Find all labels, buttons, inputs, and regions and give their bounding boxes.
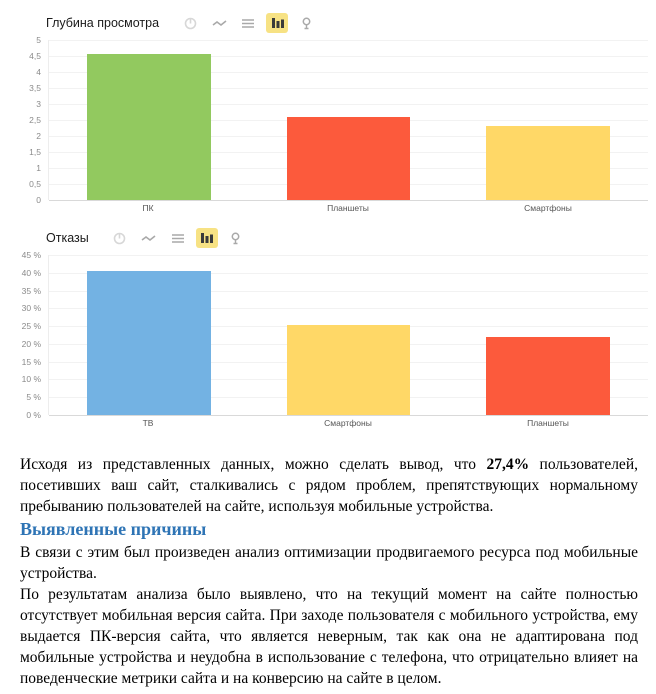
- bars-layer: [49, 255, 648, 415]
- chart-title: Глубина просмотра: [46, 16, 160, 30]
- y-tick-label: 0 %: [26, 410, 41, 420]
- chart-type-toolbar: [109, 228, 247, 248]
- reasons-paragraph-1: В связи с этим был произведен анализ опт…: [20, 543, 638, 582]
- bounce-rate-value: 27,4%: [486, 456, 530, 473]
- bar-Планшеты[interactable]: [486, 336, 611, 415]
- analysis-text: Исходя из представленных данных, можно с…: [20, 454, 638, 689]
- gridline: [49, 40, 648, 41]
- chart-block-view-depth: Глубина просмотра 5 4,5 4 3,: [14, 12, 648, 213]
- y-tick-label: 3: [36, 99, 41, 109]
- bar-Смартфоны[interactable]: [286, 324, 411, 415]
- x-axis-labels: ПК Планшеты Смартфоны: [48, 203, 648, 213]
- y-tick-label: 1: [36, 163, 41, 173]
- bar-column: [49, 255, 249, 415]
- bar-ПК[interactable]: [86, 54, 211, 200]
- x-axis-label: Планшеты: [527, 418, 569, 428]
- chart-title: Отказы: [46, 231, 89, 245]
- map-pin-icon[interactable]: [225, 228, 247, 248]
- y-tick-label: 4: [36, 67, 41, 77]
- y-axis: 45 % 40 % 35 % 30 % 25 % 20 % 15 % 10 % 5 % 0 %: [14, 250, 48, 420]
- map-pin-icon[interactable]: [295, 13, 317, 33]
- bar-column: [249, 40, 449, 200]
- y-tick-label: 35 %: [21, 285, 41, 296]
- y-tick-label: 15 %: [21, 356, 41, 367]
- chart-area: 5 4,5 4 3,5 3 2,5 2 1,5 1 0,5 0: [14, 35, 648, 205]
- x-axis-label: ПК: [142, 203, 154, 213]
- bar-chart-icon[interactable]: [266, 13, 289, 33]
- y-tick-label: 0,5: [29, 179, 41, 189]
- x-axis-label: Смартфоны: [524, 203, 572, 213]
- x-axis-label: Смартфоны: [324, 418, 372, 428]
- chart-block-bounces: Отказы 45 % 40 % 35 % 30 % 25: [14, 227, 648, 428]
- chart-area: 45 % 40 % 35 % 30 % 25 % 20 % 15 % 10 % 5 % 0 %: [14, 250, 648, 420]
- y-tick-label: 2,5: [29, 115, 41, 125]
- line-chart-icon[interactable]: [208, 13, 230, 33]
- x-axis-label: ТВ: [142, 418, 154, 428]
- plot-area: [48, 255, 648, 416]
- bars-layer: [49, 40, 648, 200]
- gridline: [49, 272, 648, 274]
- y-tick-label: 3,5: [29, 83, 41, 93]
- y-tick-label: 1,5: [29, 147, 41, 157]
- bar-column: [448, 40, 648, 200]
- x-axis-label: Планшеты: [327, 203, 369, 213]
- x-axis-line: [49, 415, 648, 416]
- y-tick-label: 4,5: [29, 51, 41, 61]
- x-axis-labels: ТВ Смартфоны Планшеты: [48, 418, 648, 428]
- conclusion-paragraph: Исходя из представленных данных, можно с…: [20, 454, 638, 517]
- stacked-area-icon[interactable]: [237, 13, 259, 33]
- stacked-area-icon[interactable]: [167, 228, 189, 248]
- bar-column: [49, 40, 249, 200]
- y-tick-label: 5 %: [26, 392, 41, 403]
- y-tick-label: 5: [36, 35, 41, 45]
- bar-ТВ[interactable]: [86, 271, 211, 415]
- y-tick-label: 10 %: [21, 374, 41, 385]
- gridline: [49, 308, 648, 310]
- y-tick-label: 30 %: [21, 303, 41, 314]
- gridline: [49, 290, 648, 292]
- bar-column: [448, 255, 648, 415]
- gridline: [49, 88, 648, 89]
- pie-chart-icon[interactable]: [109, 228, 131, 248]
- y-tick-label: 0: [36, 195, 41, 205]
- conclusion-text-continued: пользователей, посетивших ваш сайт, стал…: [20, 456, 638, 516]
- conclusion-text: Исходя из представленных данных, можно с…: [20, 456, 487, 473]
- bar-column: [249, 255, 449, 415]
- gridline: [49, 255, 648, 256]
- y-tick-label: 40 %: [21, 267, 41, 278]
- line-chart-icon[interactable]: [138, 228, 160, 248]
- reasons-heading: Выявленные причины: [20, 519, 207, 540]
- plot-area: [48, 40, 648, 201]
- chart-header: Отказы: [46, 227, 648, 249]
- gridline: [49, 72, 648, 73]
- y-tick-label: 20 %: [21, 338, 41, 349]
- bar-Планшеты[interactable]: [286, 116, 411, 200]
- gridline: [49, 104, 648, 105]
- bar-chart-icon[interactable]: [195, 228, 218, 248]
- gridline: [49, 56, 648, 57]
- pie-chart-icon[interactable]: [179, 13, 201, 33]
- y-axis: 5 4,5 4 3,5 3 2,5 2 1,5 1 0,5 0: [14, 35, 48, 205]
- y-tick-label: 2: [36, 131, 41, 141]
- chart-type-toolbar: [179, 13, 317, 33]
- y-tick-label: 25 %: [21, 321, 41, 332]
- chart-header: Глубина просмотра: [46, 12, 648, 34]
- x-axis-line: [49, 200, 648, 201]
- reasons-paragraph-2: По результатам анализа было выявлено, чт…: [20, 585, 638, 688]
- bar-Смартфоны[interactable]: [486, 126, 611, 200]
- y-tick-label: 45 %: [21, 250, 41, 260]
